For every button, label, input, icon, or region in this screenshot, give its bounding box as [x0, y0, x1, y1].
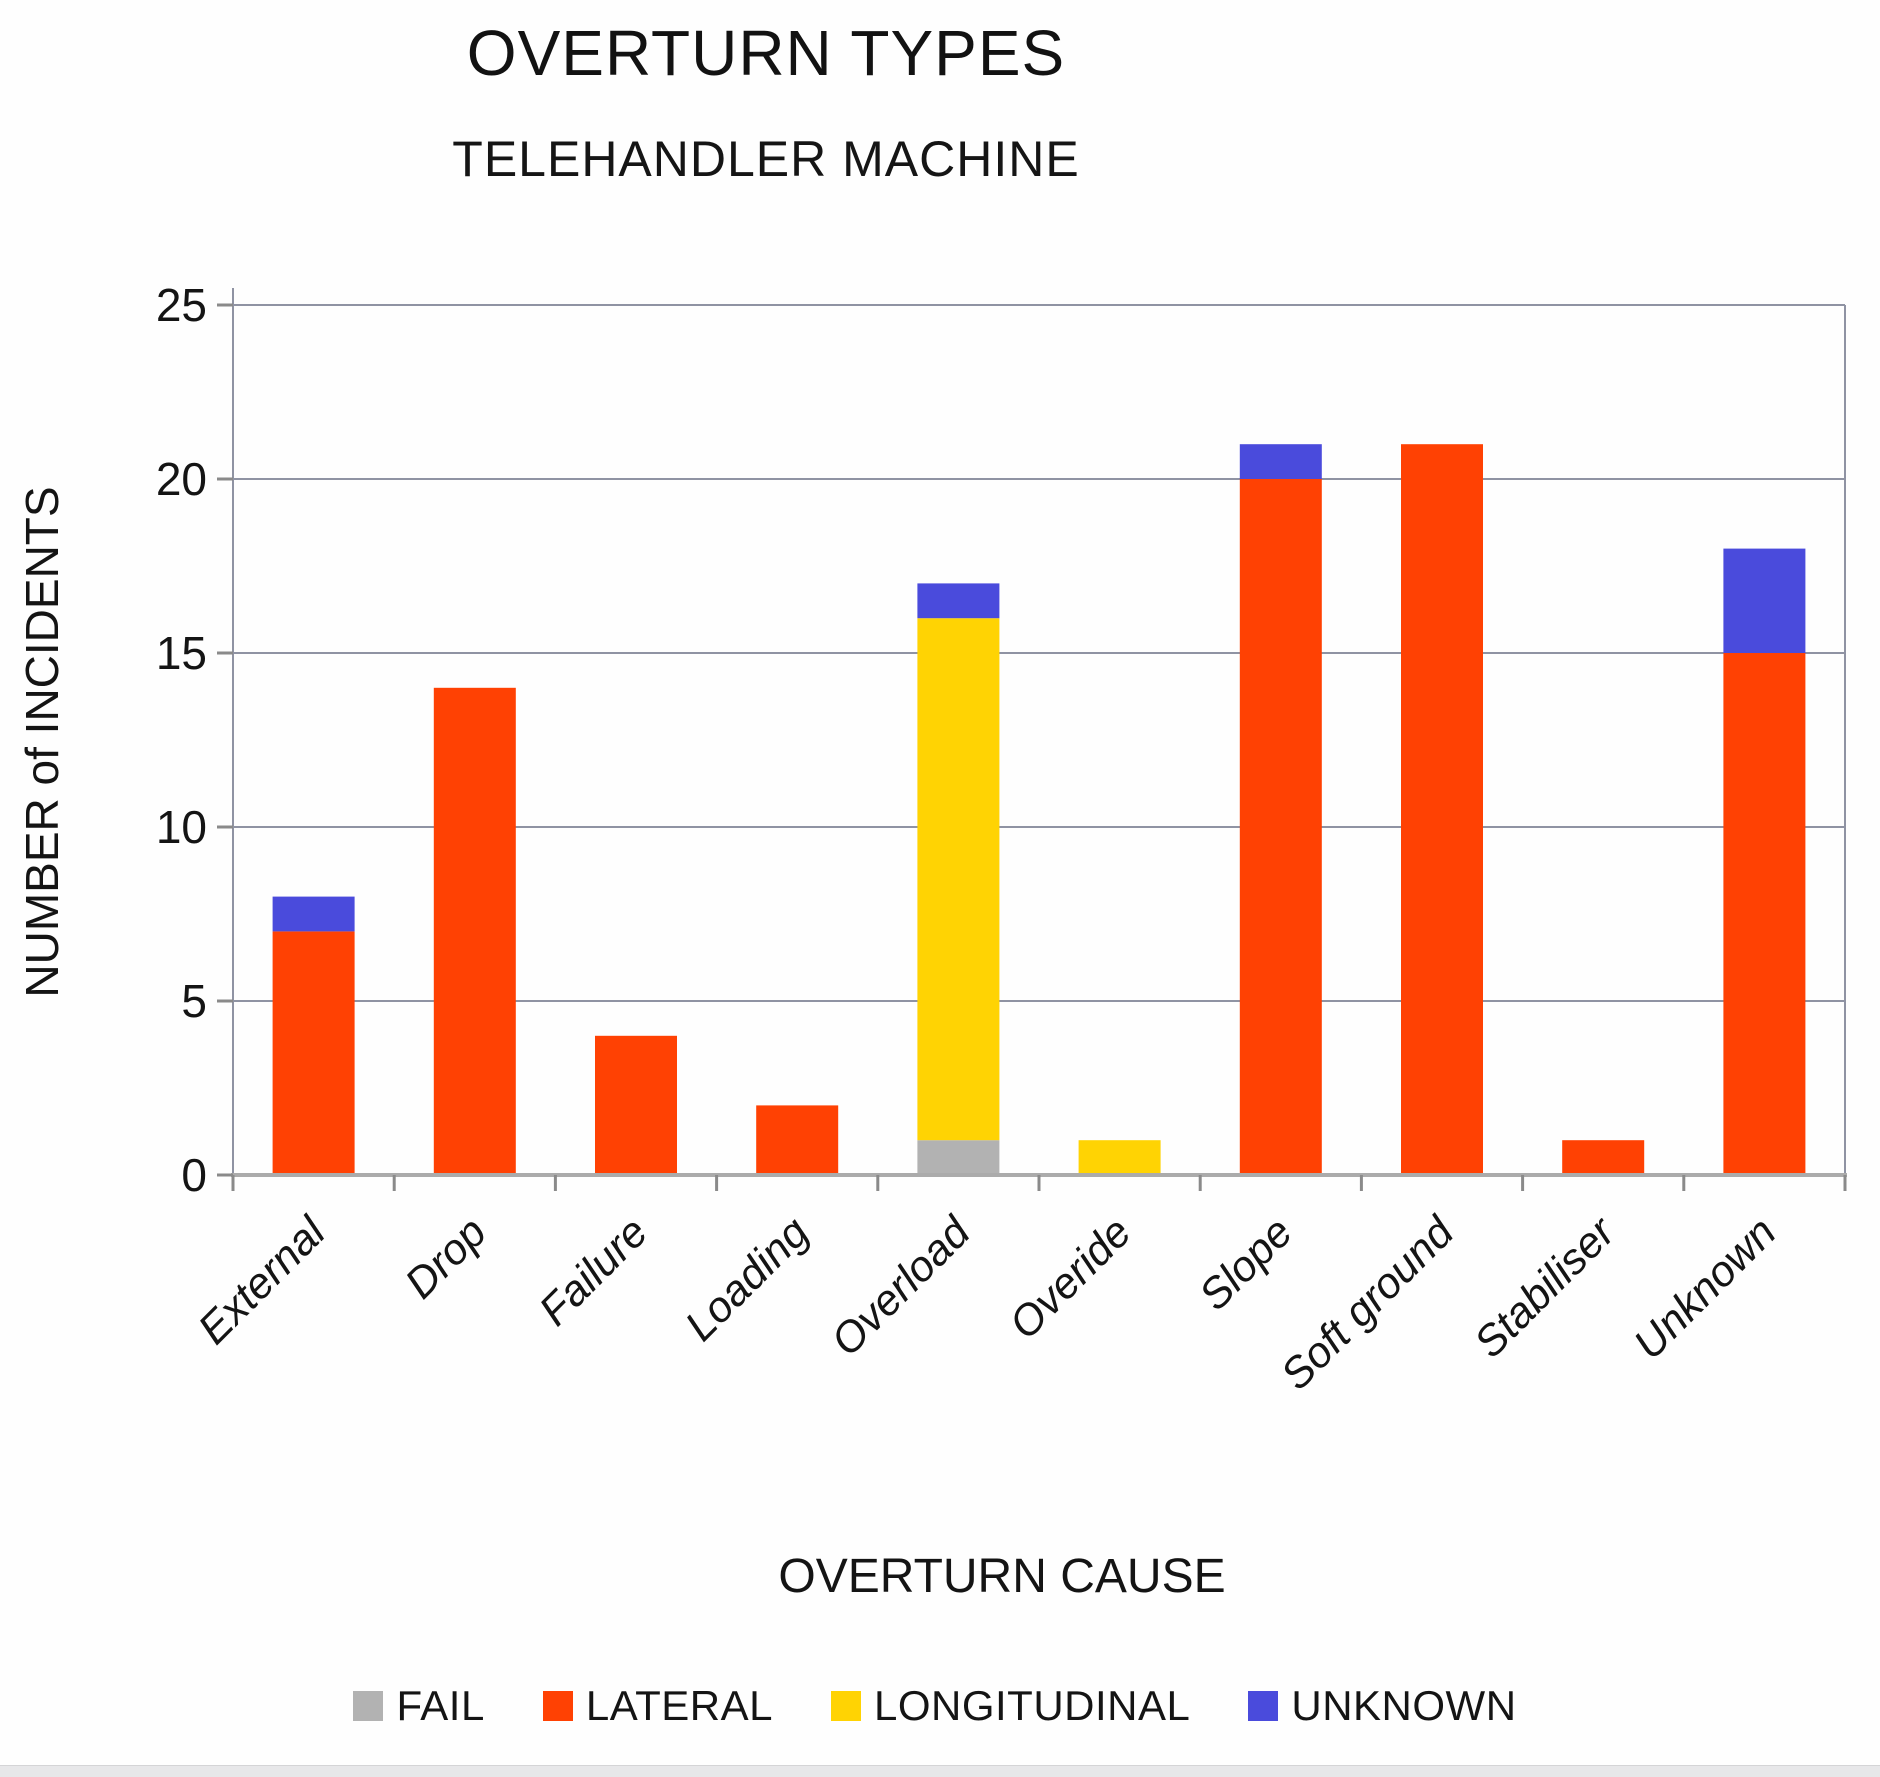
bar-segment-lateral-stabiliser [1562, 1140, 1645, 1175]
legend-item-lateral: LATERAL [542, 1682, 773, 1730]
x-category-label-overload: Overload [822, 1207, 981, 1366]
page-subtitle: TELEHANDLER MACHINE [452, 131, 1080, 187]
bars-layer [272, 444, 1806, 1175]
bar-segment-lateral-drop [433, 687, 516, 1175]
y-tick-label-15: 15 [156, 627, 207, 679]
y-tick-label-0: 0 [181, 1149, 207, 1201]
legend-swatch-fail [353, 1691, 384, 1721]
legend-label-unknown: UNKNOWN [1291, 1682, 1517, 1729]
bar-segment-unknown-unknown [1723, 548, 1806, 653]
x-category-label-stabiliser: Stabiliser [1465, 1207, 1625, 1367]
bar-segment-longitudinal-overload [917, 618, 1000, 1141]
bar-segment-lateral-unknown [1723, 653, 1806, 1175]
x-category-label-slope: Slope [1190, 1208, 1302, 1320]
bottom-border-strip [0, 1765, 1880, 1777]
bar-segment-lateral-external [272, 931, 355, 1175]
y-axis-title: NUMBER of INCIDENTS [16, 486, 68, 997]
bar-segment-unknown-slope [1239, 444, 1322, 479]
x-category-label-drop: Drop [396, 1208, 496, 1308]
bar-segment-lateral-soft-ground [1401, 444, 1483, 1175]
legend-item-unknown: UNKNOWN [1248, 1682, 1516, 1730]
bar-segment-fail-overload [917, 1140, 1000, 1175]
x-axis-title: OVERTURN CAUSE [778, 1550, 1225, 1603]
bar-segment-unknown-overload [917, 583, 1000, 619]
legend-label-lateral: LATERAL [585, 1682, 773, 1729]
page-title: OVERTURN TYPES [466, 17, 1066, 89]
y-tick-label-20: 20 [156, 453, 207, 505]
x-category-label-external: External [189, 1207, 336, 1354]
x-category-label-unknown: Unknown [1625, 1208, 1786, 1369]
legend-item-fail: FAIL [353, 1682, 484, 1730]
axes-layer [217, 288, 1847, 1191]
legend-swatch-unknown [1248, 1691, 1279, 1721]
x-category-label-overide: Overide [1000, 1208, 1140, 1348]
legend: FAIL LATERAL LONGITUDINAL UNKNOWN [0, 1682, 1870, 1730]
x-category-label-soft-ground: Soft ground [1272, 1207, 1465, 1400]
x-category-label-failure: Failure [530, 1208, 657, 1335]
legend-swatch-lateral [542, 1691, 573, 1721]
x-category-label-loading: Loading [676, 1208, 818, 1350]
legend-item-longitudinal: LONGITUDINAL [830, 1682, 1191, 1730]
y-tick-label-5: 5 [181, 975, 207, 1027]
legend-swatch-longitudinal [830, 1691, 861, 1721]
y-tick-label-25: 25 [156, 279, 207, 331]
bar-segment-unknown-external [272, 896, 355, 932]
legend-label-longitudinal: LONGITUDINAL [873, 1682, 1191, 1729]
bar-segment-lateral-slope [1239, 479, 1322, 1175]
bar-segment-longitudinal-overide [1078, 1140, 1161, 1175]
legend-label-fail: FAIL [396, 1682, 485, 1729]
y-tick-label-10: 10 [156, 801, 207, 853]
bar-segment-lateral-failure [595, 1035, 677, 1175]
bar-segment-lateral-loading [756, 1105, 839, 1175]
